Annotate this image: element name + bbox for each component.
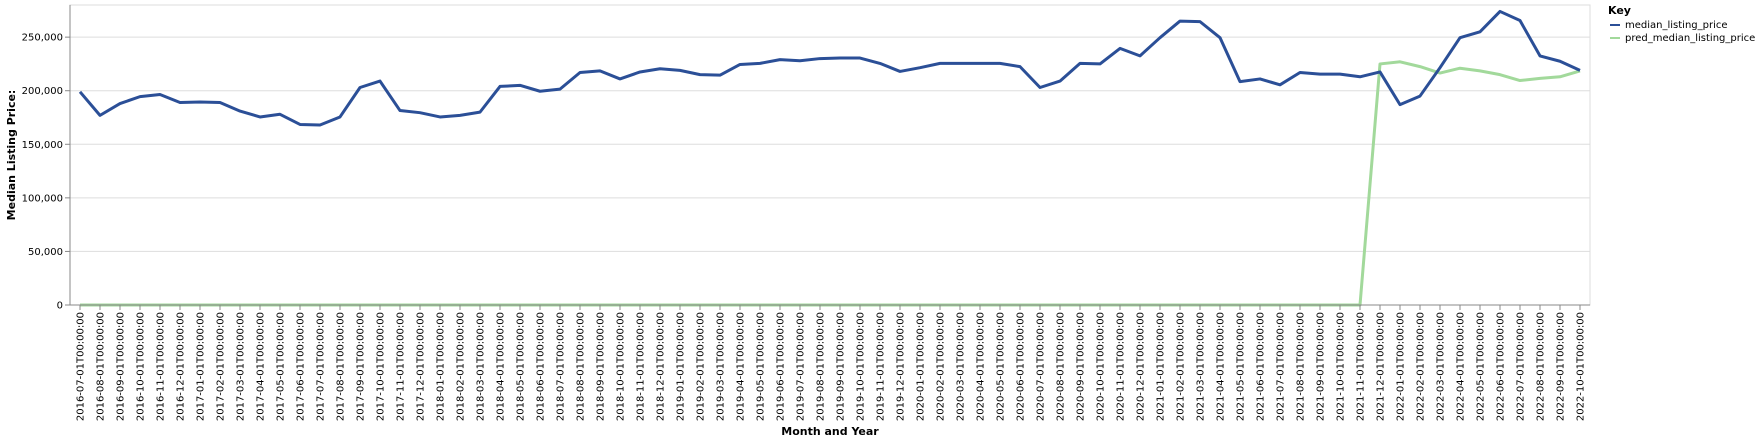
x-tick-label: 2018-08-01T00:00:00 [576,312,587,421]
x-tick-label: 2022-04-01T00:00:00 [1456,312,1467,421]
x-tick-label: 2020-01-01T00:00:00 [916,312,927,421]
x-tick-label: 2019-11-01T00:00:00 [876,312,887,421]
x-tick-label: 2018-10-01T00:00:00 [616,312,627,421]
x-tick-label: 2017-03-01T00:00:00 [236,312,247,421]
x-tick-label: 2021-06-01T00:00:00 [1256,312,1267,421]
x-tick-label: 2018-02-01T00:00:00 [456,312,467,421]
x-tick-label: 2021-11-01T00:00:00 [1356,312,1367,421]
x-tick-label: 2022-03-01T00:00:00 [1436,312,1447,421]
x-tick-label: 2021-03-01T00:00:00 [1196,312,1207,421]
x-tick-label: 2017-05-01T00:00:00 [276,312,287,421]
x-tick-label: 2016-08-01T00:00:00 [96,312,107,421]
x-tick-label: 2020-03-01T00:00:00 [956,312,967,421]
x-tick-label: 2017-07-01T00:00:00 [316,312,327,421]
y-tick-label: 250,000 [22,33,63,44]
x-tick-label: 2021-12-01T00:00:00 [1376,312,1387,421]
x-tick-label: 2021-04-01T00:00:00 [1216,312,1227,421]
x-tick-label: 2017-09-01T00:00:00 [356,312,367,421]
x-tick-label: 2020-09-01T00:00:00 [1076,312,1087,421]
x-tick-label: 2019-03-01T00:00:00 [716,312,727,421]
series-lines [78,9,1581,307]
x-tick-label: 2018-06-01T00:00:00 [536,312,547,421]
x-tick-label: 2022-01-01T00:00:00 [1396,312,1407,421]
y-axis-ticks: 0 50,000 100,000 150,000 200,000 250,000 [22,33,70,312]
x-tick-label: 2016-09-01T00:00:00 [116,312,127,421]
x-tick-label: 2021-02-01T00:00:00 [1176,312,1187,421]
x-tick-label: 2018-09-01T00:00:00 [596,312,607,421]
x-tick-label: 2022-09-01T00:00:00 [1556,312,1567,421]
x-tick-label: 2016-11-01T00:00:00 [156,312,167,421]
y-axis-title: Median Listing Price: [5,90,18,221]
x-tick-label: 2021-07-01T00:00:00 [1276,312,1287,421]
x-tick-label: 2017-02-01T00:00:00 [216,312,227,421]
x-tick-label: 2021-09-01T00:00:00 [1316,312,1327,421]
x-tick-label: 2019-04-01T00:00:00 [736,312,747,421]
x-tick-label: 2019-01-01T00:00:00 [676,312,687,421]
x-tick-label: 2022-05-01T00:00:00 [1476,312,1487,421]
y-tick-label: 200,000 [22,86,63,97]
x-tick-label: 2022-10-01T00:00:00 [1576,312,1587,421]
x-tick-label: 2017-08-01T00:00:00 [336,312,347,421]
x-tick-label: 2020-04-01T00:00:00 [976,312,987,421]
x-tick-label: 2018-11-01T00:00:00 [636,312,647,421]
x-tick-label: 2018-03-01T00:00:00 [476,312,487,421]
x-tick-label: 2019-07-01T00:00:00 [796,312,807,421]
x-tick-label: 2021-08-01T00:00:00 [1296,312,1307,421]
x-tick-label: 2020-05-01T00:00:00 [996,312,1007,421]
x-tick-label: 2016-12-01T00:00:00 [176,312,187,421]
legend-label: median_listing_price [1625,20,1728,31]
x-tick-label: 2017-06-01T00:00:00 [296,312,307,421]
x-tick-label: 2019-08-01T00:00:00 [816,312,827,421]
x-tick-label: 2019-06-01T00:00:00 [776,312,787,421]
x-tick-label: 2018-07-01T00:00:00 [556,312,567,421]
x-tick-label: 2019-12-01T00:00:00 [896,312,907,421]
y-tick-label: 150,000 [22,140,63,151]
x-tick-label: 2017-04-01T00:00:00 [256,312,267,421]
x-tick-label: 2022-06-01T00:00:00 [1496,312,1507,421]
x-tick-label: 2018-04-01T00:00:00 [496,312,507,421]
series-line-pred-median-listing-price [80,60,1581,307]
x-tick-label: 2022-08-01T00:00:00 [1536,312,1547,421]
x-tick-label: 2018-01-01T00:00:00 [436,312,447,421]
x-axis-ticks: 2016-07-01T00:00:00 2016-08-01T00:00:00 20… [76,305,1587,421]
x-tick-label: 2019-09-01T00:00:00 [836,312,847,421]
plot-frame [69,4,1591,306]
y-tick-label: 100,000 [22,193,63,204]
x-tick-label: 2022-02-01T00:00:00 [1416,312,1427,421]
x-tick-label: 2019-05-01T00:00:00 [756,312,767,421]
x-tick-label: 2020-08-01T00:00:00 [1056,312,1067,421]
x-tick-label: 2017-11-01T00:00:00 [396,312,407,421]
x-tick-label: 2017-12-01T00:00:00 [416,312,427,421]
y-tick-label: 50,000 [28,247,63,258]
x-tick-label: 2020-10-01T00:00:00 [1096,312,1107,421]
x-tick-label: 2021-01-01T00:00:00 [1156,312,1167,421]
legend-title: Key [1608,4,1631,17]
legend-label: pred_median_listing_price [1625,33,1755,44]
x-tick-label: 2020-06-01T00:00:00 [1016,312,1027,421]
x-tick-label: 2021-10-01T00:00:00 [1336,312,1347,421]
x-tick-label: 2021-05-01T00:00:00 [1236,312,1247,421]
x-tick-label: 2020-12-01T00:00:00 [1136,312,1147,421]
x-tick-label: 2018-05-01T00:00:00 [516,312,527,421]
x-axis-title: Month and Year [781,425,879,438]
x-tick-label: 2020-11-01T00:00:00 [1116,312,1127,421]
x-tick-label: 2016-07-01T00:00:00 [76,312,87,421]
series-line-median-listing-price [78,9,1581,127]
x-tick-label: 2017-01-01T00:00:00 [196,312,207,421]
x-tick-label: 2016-10-01T00:00:00 [136,312,147,421]
x-tick-label: 2020-02-01T00:00:00 [936,312,947,421]
x-tick-label: 2022-07-01T00:00:00 [1516,312,1527,421]
x-tick-label: 2018-12-01T00:00:00 [656,312,667,421]
x-tick-label: 2019-10-01T00:00:00 [856,312,867,421]
x-tick-label: 2019-02-01T00:00:00 [696,312,707,421]
x-tick-label: 2020-07-01T00:00:00 [1036,312,1047,421]
y-tick-label: 0 [57,301,63,312]
x-tick-label: 2017-10-01T00:00:00 [376,312,387,421]
legend: Key median_listing_price pred_median_list… [1608,4,1755,44]
